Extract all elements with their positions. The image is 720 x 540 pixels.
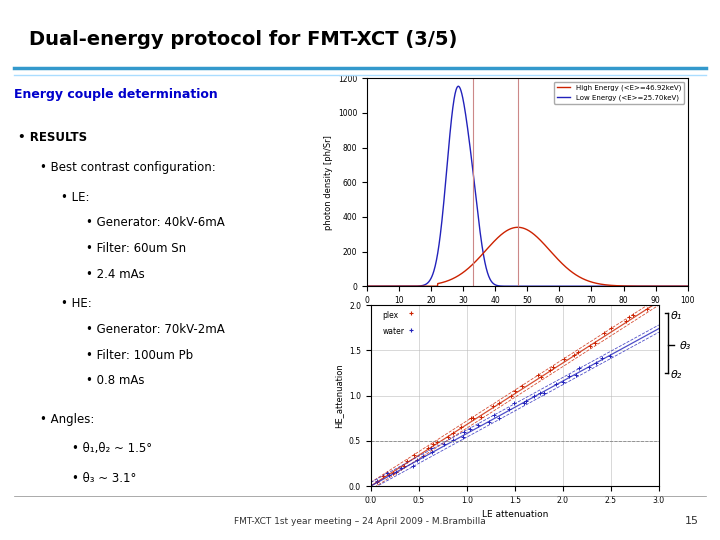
X-axis label: photon energy [keV]: photon energy [keV] <box>481 310 574 320</box>
Point <box>458 428 469 436</box>
Point <box>387 469 399 478</box>
Point <box>564 372 575 380</box>
Point <box>426 443 437 452</box>
Point <box>381 469 392 477</box>
Point <box>418 452 429 461</box>
Point <box>407 461 418 470</box>
Text: FMT-XCT 1st year meeting – 24 April 2009 - M.Brambilla: FMT-XCT 1st year meeting – 24 April 2009… <box>234 517 486 526</box>
Point <box>548 362 559 371</box>
Point <box>371 477 382 485</box>
Y-axis label: photon density [ph/Sr]: photon density [ph/Sr] <box>323 135 333 230</box>
Point <box>573 364 585 373</box>
Point <box>456 423 467 431</box>
Point <box>508 399 520 407</box>
Text: • Generator: 40kV-6mA: • Generator: 40kV-6mA <box>86 217 225 230</box>
Text: • HE:: • HE: <box>61 298 92 310</box>
Point <box>596 353 608 362</box>
Point <box>628 311 639 320</box>
Point <box>401 457 413 465</box>
Text: water: water <box>382 327 405 336</box>
Point <box>447 436 459 445</box>
Point <box>585 341 596 350</box>
Point <box>568 351 580 360</box>
Point <box>464 425 476 434</box>
Point <box>590 359 602 367</box>
Text: • θ₃ ~ 3.1°: • θ₃ ~ 3.1° <box>72 472 136 485</box>
Point <box>448 428 459 437</box>
Point <box>465 414 477 422</box>
Point <box>518 399 529 408</box>
Text: • Angles:: • Angles: <box>40 413 94 426</box>
Point <box>590 338 601 347</box>
Point <box>641 304 652 313</box>
Point <box>395 464 407 472</box>
Point <box>472 421 484 429</box>
Point <box>390 467 402 476</box>
Point <box>535 373 546 381</box>
Point <box>483 418 495 427</box>
Point <box>384 470 395 479</box>
Point <box>528 392 539 400</box>
Text: plex: plex <box>382 310 398 320</box>
Text: θ₃: θ₃ <box>680 341 691 350</box>
Point <box>428 440 439 449</box>
Point <box>377 471 389 480</box>
Point <box>557 377 569 386</box>
Point <box>412 455 423 464</box>
Point <box>606 323 617 332</box>
Point <box>510 386 521 395</box>
Text: • RESULTS: • RESULTS <box>18 131 87 144</box>
Text: 15: 15 <box>685 516 698 526</box>
Point <box>457 433 469 441</box>
Point <box>488 411 500 420</box>
Point <box>598 329 610 338</box>
Point <box>558 354 570 363</box>
Y-axis label: HE_attenuation: HE_attenuation <box>334 363 343 428</box>
Text: θ₁: θ₁ <box>671 311 683 321</box>
Point <box>535 389 546 397</box>
Point <box>432 438 444 447</box>
Text: Energy couple determination: Energy couple determination <box>14 89 218 102</box>
Text: • 2.4 mAs: • 2.4 mAs <box>86 267 145 281</box>
Point <box>372 478 383 487</box>
Point <box>426 448 438 456</box>
Point <box>583 363 595 372</box>
Point <box>605 352 616 361</box>
Point <box>493 399 505 407</box>
Point <box>438 440 450 449</box>
X-axis label: LE attenuation: LE attenuation <box>482 510 548 519</box>
Point <box>475 412 487 421</box>
Point <box>503 404 514 413</box>
Text: • Filter: 100um Pb: • Filter: 100um Pb <box>86 349 194 362</box>
Text: Dual-energy protocol for FMT-XCT (3/5): Dual-energy protocol for FMT-XCT (3/5) <box>29 30 457 49</box>
Point <box>487 401 498 410</box>
Point <box>520 397 531 406</box>
Text: • LE:: • LE: <box>61 191 90 204</box>
Point <box>516 381 528 390</box>
Point <box>467 414 479 422</box>
Text: θ₂: θ₂ <box>671 370 683 380</box>
Point <box>422 443 433 452</box>
Text: • θ₁,θ₂ ~ 1.5°: • θ₁,θ₂ ~ 1.5° <box>72 442 152 455</box>
Point <box>398 461 410 470</box>
Point <box>623 313 634 321</box>
Text: • Best contrast configuration:: • Best contrast configuration: <box>40 161 215 174</box>
Point <box>551 379 562 388</box>
Point <box>620 316 631 325</box>
Text: • Generator: 70kV-2mA: • Generator: 70kV-2mA <box>86 323 225 336</box>
Point <box>492 414 504 422</box>
Point <box>443 433 454 442</box>
Point <box>532 371 544 380</box>
Point <box>505 392 517 400</box>
Text: • Filter: 60um Sn: • Filter: 60um Sn <box>86 242 186 255</box>
Point <box>409 450 420 459</box>
Point <box>570 370 581 379</box>
Text: • 0.8 mAs: • 0.8 mAs <box>86 374 145 387</box>
Point <box>544 366 556 374</box>
Point <box>539 389 550 397</box>
Legend: High Energy (<E>=46.92keV), Low Energy (<E>=25.70keV): High Energy (<E>=46.92keV), Low Energy (… <box>554 82 684 104</box>
Point <box>572 348 584 356</box>
